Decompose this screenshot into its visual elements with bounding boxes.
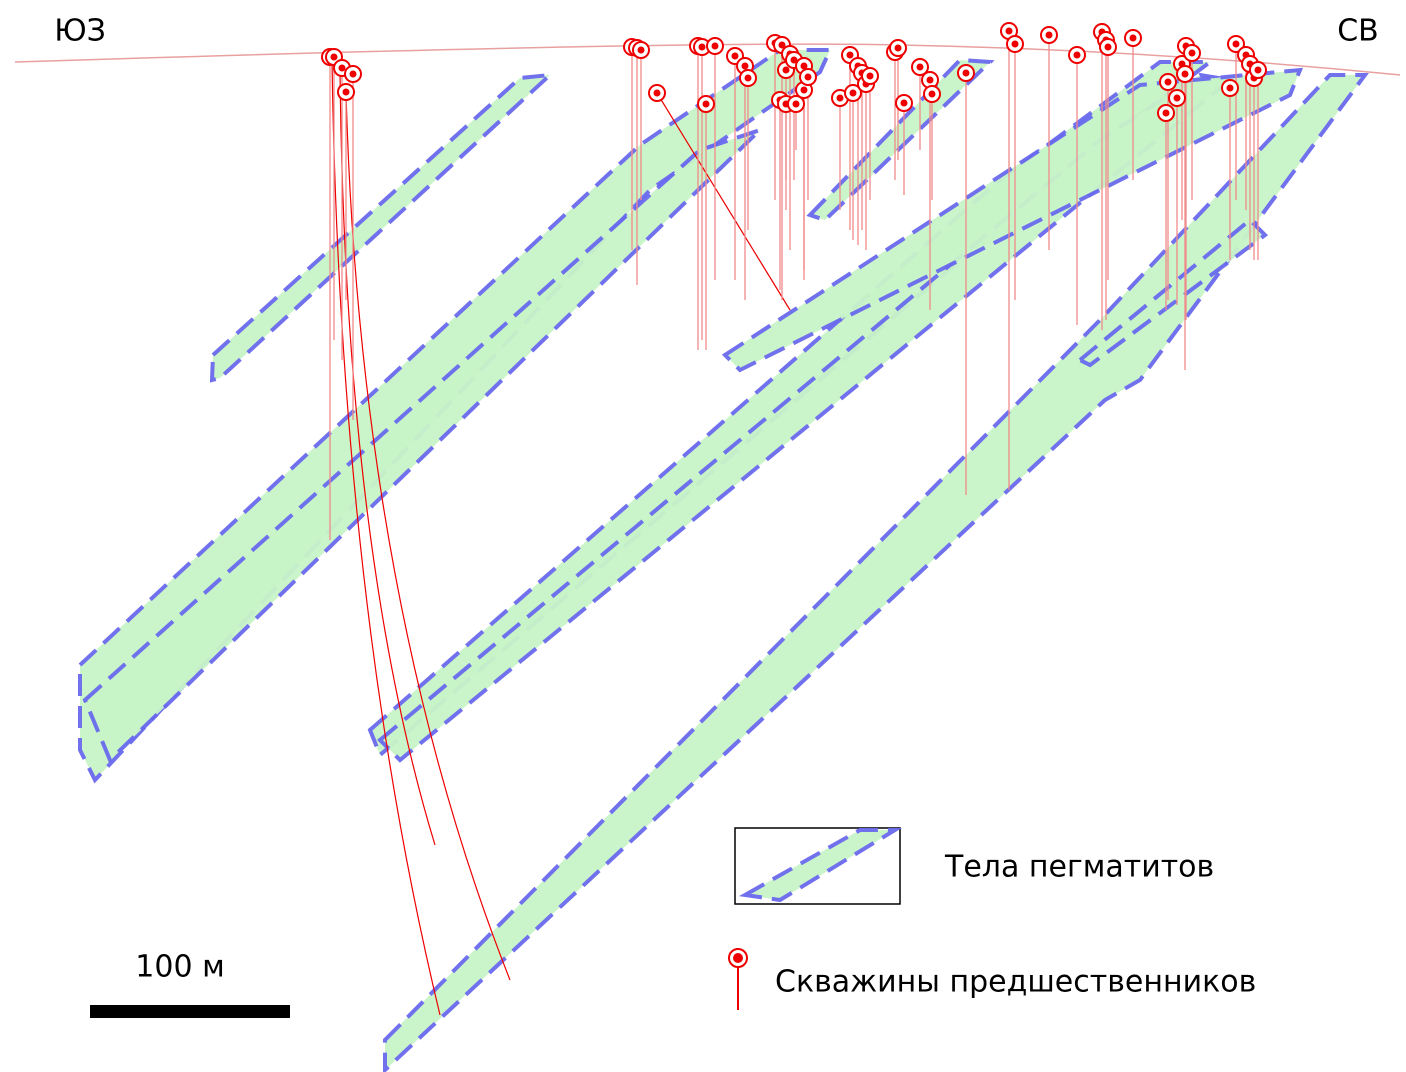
direction-label: ЮЗ [54,14,106,49]
borehole-collar-dot [350,71,357,78]
legend-label: Скважины предшественников [775,965,1256,1000]
borehole-collar-dot [742,63,749,70]
pegmatite-bodies [80,50,1365,1070]
borehole-collar-dot [1255,67,1262,74]
borehole-collar-dot [847,52,854,59]
scale-label: 100 м [135,950,224,985]
borehole-collar-dot [1233,41,1240,48]
borehole-collar-dot [901,100,908,107]
borehole-collar-dot [703,101,710,108]
borehole-collar-dot [1012,41,1019,48]
borehole-collar-dot [1006,28,1013,35]
borehole-collar-dot [1165,79,1172,86]
borehole-collar-dot [1189,50,1196,57]
borehole-collar-dot [801,87,808,94]
borehole-collar-dot [1130,35,1137,42]
borehole-collar-dot [1105,44,1112,51]
borehole-collar-dot [343,89,350,96]
borehole-collar-dot [699,44,706,51]
pegmatite-body [85,130,760,760]
scale-bar-rect [90,1005,290,1018]
borehole-collar-dot [850,90,857,97]
borehole-collar-dot [1174,95,1181,102]
borehole-collar-dot [963,70,970,77]
borehole-collar-dot [638,47,645,54]
borehole-collar-dot [1227,85,1234,92]
borehole-collar-dot [654,90,661,97]
borehole-collar-dot [929,91,936,98]
legend-well-dot [733,953,743,963]
borehole-collar-dot [783,67,790,74]
borehole-collar-dot [712,43,719,50]
borehole-collar-dot [1046,32,1053,39]
borehole-collar-dot [1163,110,1170,117]
pegmatite-body [810,60,990,220]
legend: Тела пегматитов Скважины предшественнико… [729,828,1256,1010]
borehole-collar-dot [793,101,800,108]
borehole-collar-dot [837,95,844,102]
legend-label: Тела пегматитов [944,850,1214,885]
page: {"labels": {"left": "ЮЗ", "right": "СВ"}… [0,0,1406,1072]
borehole-collar-dot [331,54,338,61]
direction-label: СВ [1337,14,1379,49]
borehole-collar-dot [1182,71,1189,78]
scale-bar: 100 м [90,950,290,1019]
borehole-collar-dot [1074,52,1081,59]
borehole-collar-dot [867,73,874,80]
pegmatite-body [385,75,1365,1070]
cross-section: ЮЗ СВ Тела пегматитов Скважины предшеств… [0,0,1406,1072]
borehole-collar-dot [895,45,902,52]
borehole-collar-dot [927,77,934,84]
borehole-collar-dot [805,74,812,81]
borehole-collar-dot [917,64,924,71]
borehole-collar-dot [732,53,739,60]
borehole-collar-dot [745,75,752,82]
borehole-collar-dot [339,65,346,72]
